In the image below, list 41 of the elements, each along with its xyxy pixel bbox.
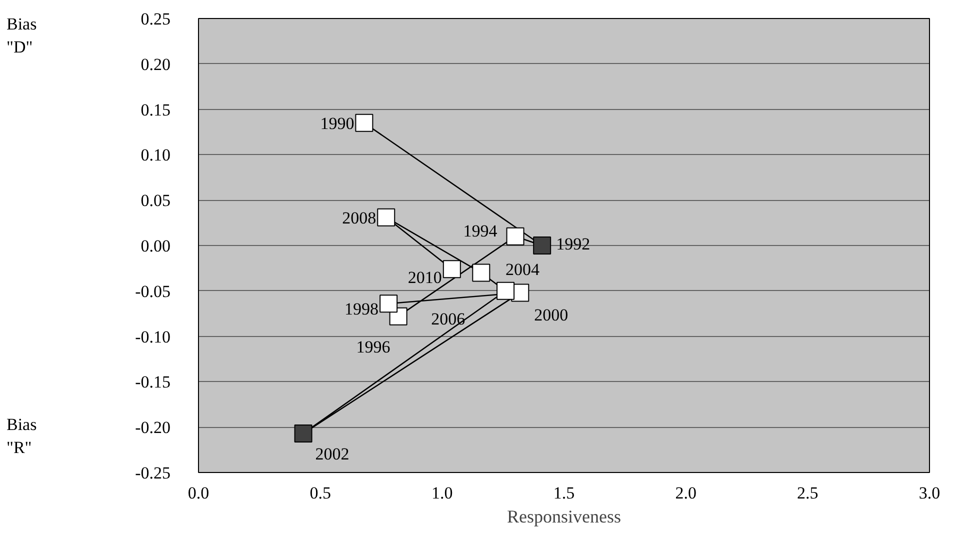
annotation: 1996 [356,337,390,356]
point [506,227,524,246]
y-tick-label: 0.20 [140,54,170,74]
point [380,294,398,313]
point [533,236,552,254]
text: Bias "R" [6,415,37,457]
y-tick-label: 0.05 [140,191,170,210]
x-tick-label: 2.0 [675,484,696,502]
annotation: 1998 [344,300,379,319]
annotation: 2004 [506,260,540,279]
y-tick-label: -0.15 [135,372,171,392]
annotation: 2008 [342,208,376,228]
point [496,282,515,300]
point [442,260,461,278]
x-tick-label: 2.5 [797,484,818,502]
annotation: 2002 [315,444,350,464]
y-tick-label: 0.25 [140,10,170,28]
y-tick-label: 0.10 [140,146,170,165]
y-tick-label: 0.15 [140,100,170,120]
x-tick-label: 3.0 [918,484,940,502]
y-tick-label: -0.05 [135,282,171,301]
point [377,208,396,226]
point [355,114,374,132]
point [472,264,490,282]
x-tick-label: 1.0 [432,484,453,502]
annotation: 2000 [534,306,568,325]
x-axis-title: Responsiveness [507,506,622,526]
text: Bias "D" [6,14,37,56]
x-tick-label: 0.5 [310,484,331,502]
y-tick-label: -0.25 [135,464,171,482]
x-tick-label: 0.0 [188,484,210,502]
y-tick-label: 0.00 [140,236,170,256]
y-tick-label: -0.20 [135,418,171,438]
annotation: 2010 [408,268,442,288]
x-tick-label: 1.5 [553,484,575,502]
annotation: 2006 [431,310,466,329]
annotation: 1992 [556,234,590,254]
annotation: 1994 [463,221,498,240]
point [294,424,312,442]
y-tick-label: -0.10 [135,327,171,346]
annotation: 1990 [320,114,354,133]
